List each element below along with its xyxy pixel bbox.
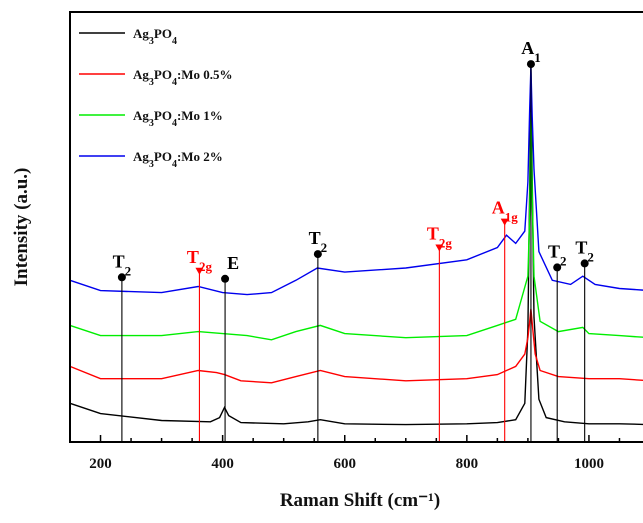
annotation-marker-3 xyxy=(313,250,322,259)
annotation-marker-8 xyxy=(580,259,589,268)
legend-label-3: Ag3PO4:Mo 2% xyxy=(133,149,223,170)
x-tick-label: 200 xyxy=(89,456,112,472)
annotation-label-4: T2g xyxy=(427,223,453,250)
annotation-marker-1 xyxy=(195,267,204,275)
x-tick-label: 600 xyxy=(333,456,356,472)
annotation-marker-6 xyxy=(526,60,535,69)
x-axis-title: Raman Shift (cm⁻¹) xyxy=(280,490,440,511)
legend-label-1: Ag3PO4:Mo 0.5% xyxy=(133,67,233,88)
annotation-label-1: T2g xyxy=(187,247,213,274)
annotation-label-6: A1 xyxy=(521,38,541,65)
series-line-1 xyxy=(69,308,643,384)
annotation-layer: T2 T2g E T2 T2g A1g A1 T2 T2 xyxy=(113,38,594,442)
x-axis: 200 400 600 800 1000 xyxy=(89,435,621,472)
plot-frame xyxy=(69,11,643,443)
series-layer xyxy=(69,62,643,426)
annotation-label-3: T2 xyxy=(309,228,328,255)
x-tick-label: 400 xyxy=(211,456,234,472)
legend-label-2: Ag3PO4:Mo 1% xyxy=(133,108,223,129)
x-tick-label: 800 xyxy=(456,456,479,472)
annotation-label-2: E xyxy=(227,253,239,273)
annotation-label-5: A1g xyxy=(492,198,518,225)
legend: Ag3PO4 Ag3PO4:Mo 0.5% Ag3PO4:Mo 1% Ag3PO4:M… xyxy=(79,26,233,170)
annotation-marker-0 xyxy=(117,273,126,282)
annotation-label-0: T2 xyxy=(113,251,132,278)
annotation-marker-2 xyxy=(221,274,230,283)
series-line-2 xyxy=(69,112,643,341)
annotation-label-8: T2 xyxy=(575,237,594,264)
series-line-3 xyxy=(69,67,643,296)
annotation-marker-4 xyxy=(435,244,444,252)
annotation-marker-7 xyxy=(553,263,562,272)
x-tick-label: 1000 xyxy=(574,456,604,472)
series-line-0 xyxy=(69,62,643,426)
legend-label-0: Ag3PO4 xyxy=(133,26,177,47)
annotation-marker-5 xyxy=(500,218,509,226)
annotation-label-7: T2 xyxy=(548,241,567,268)
y-axis-title: Intensity (a.u.) xyxy=(11,168,32,287)
